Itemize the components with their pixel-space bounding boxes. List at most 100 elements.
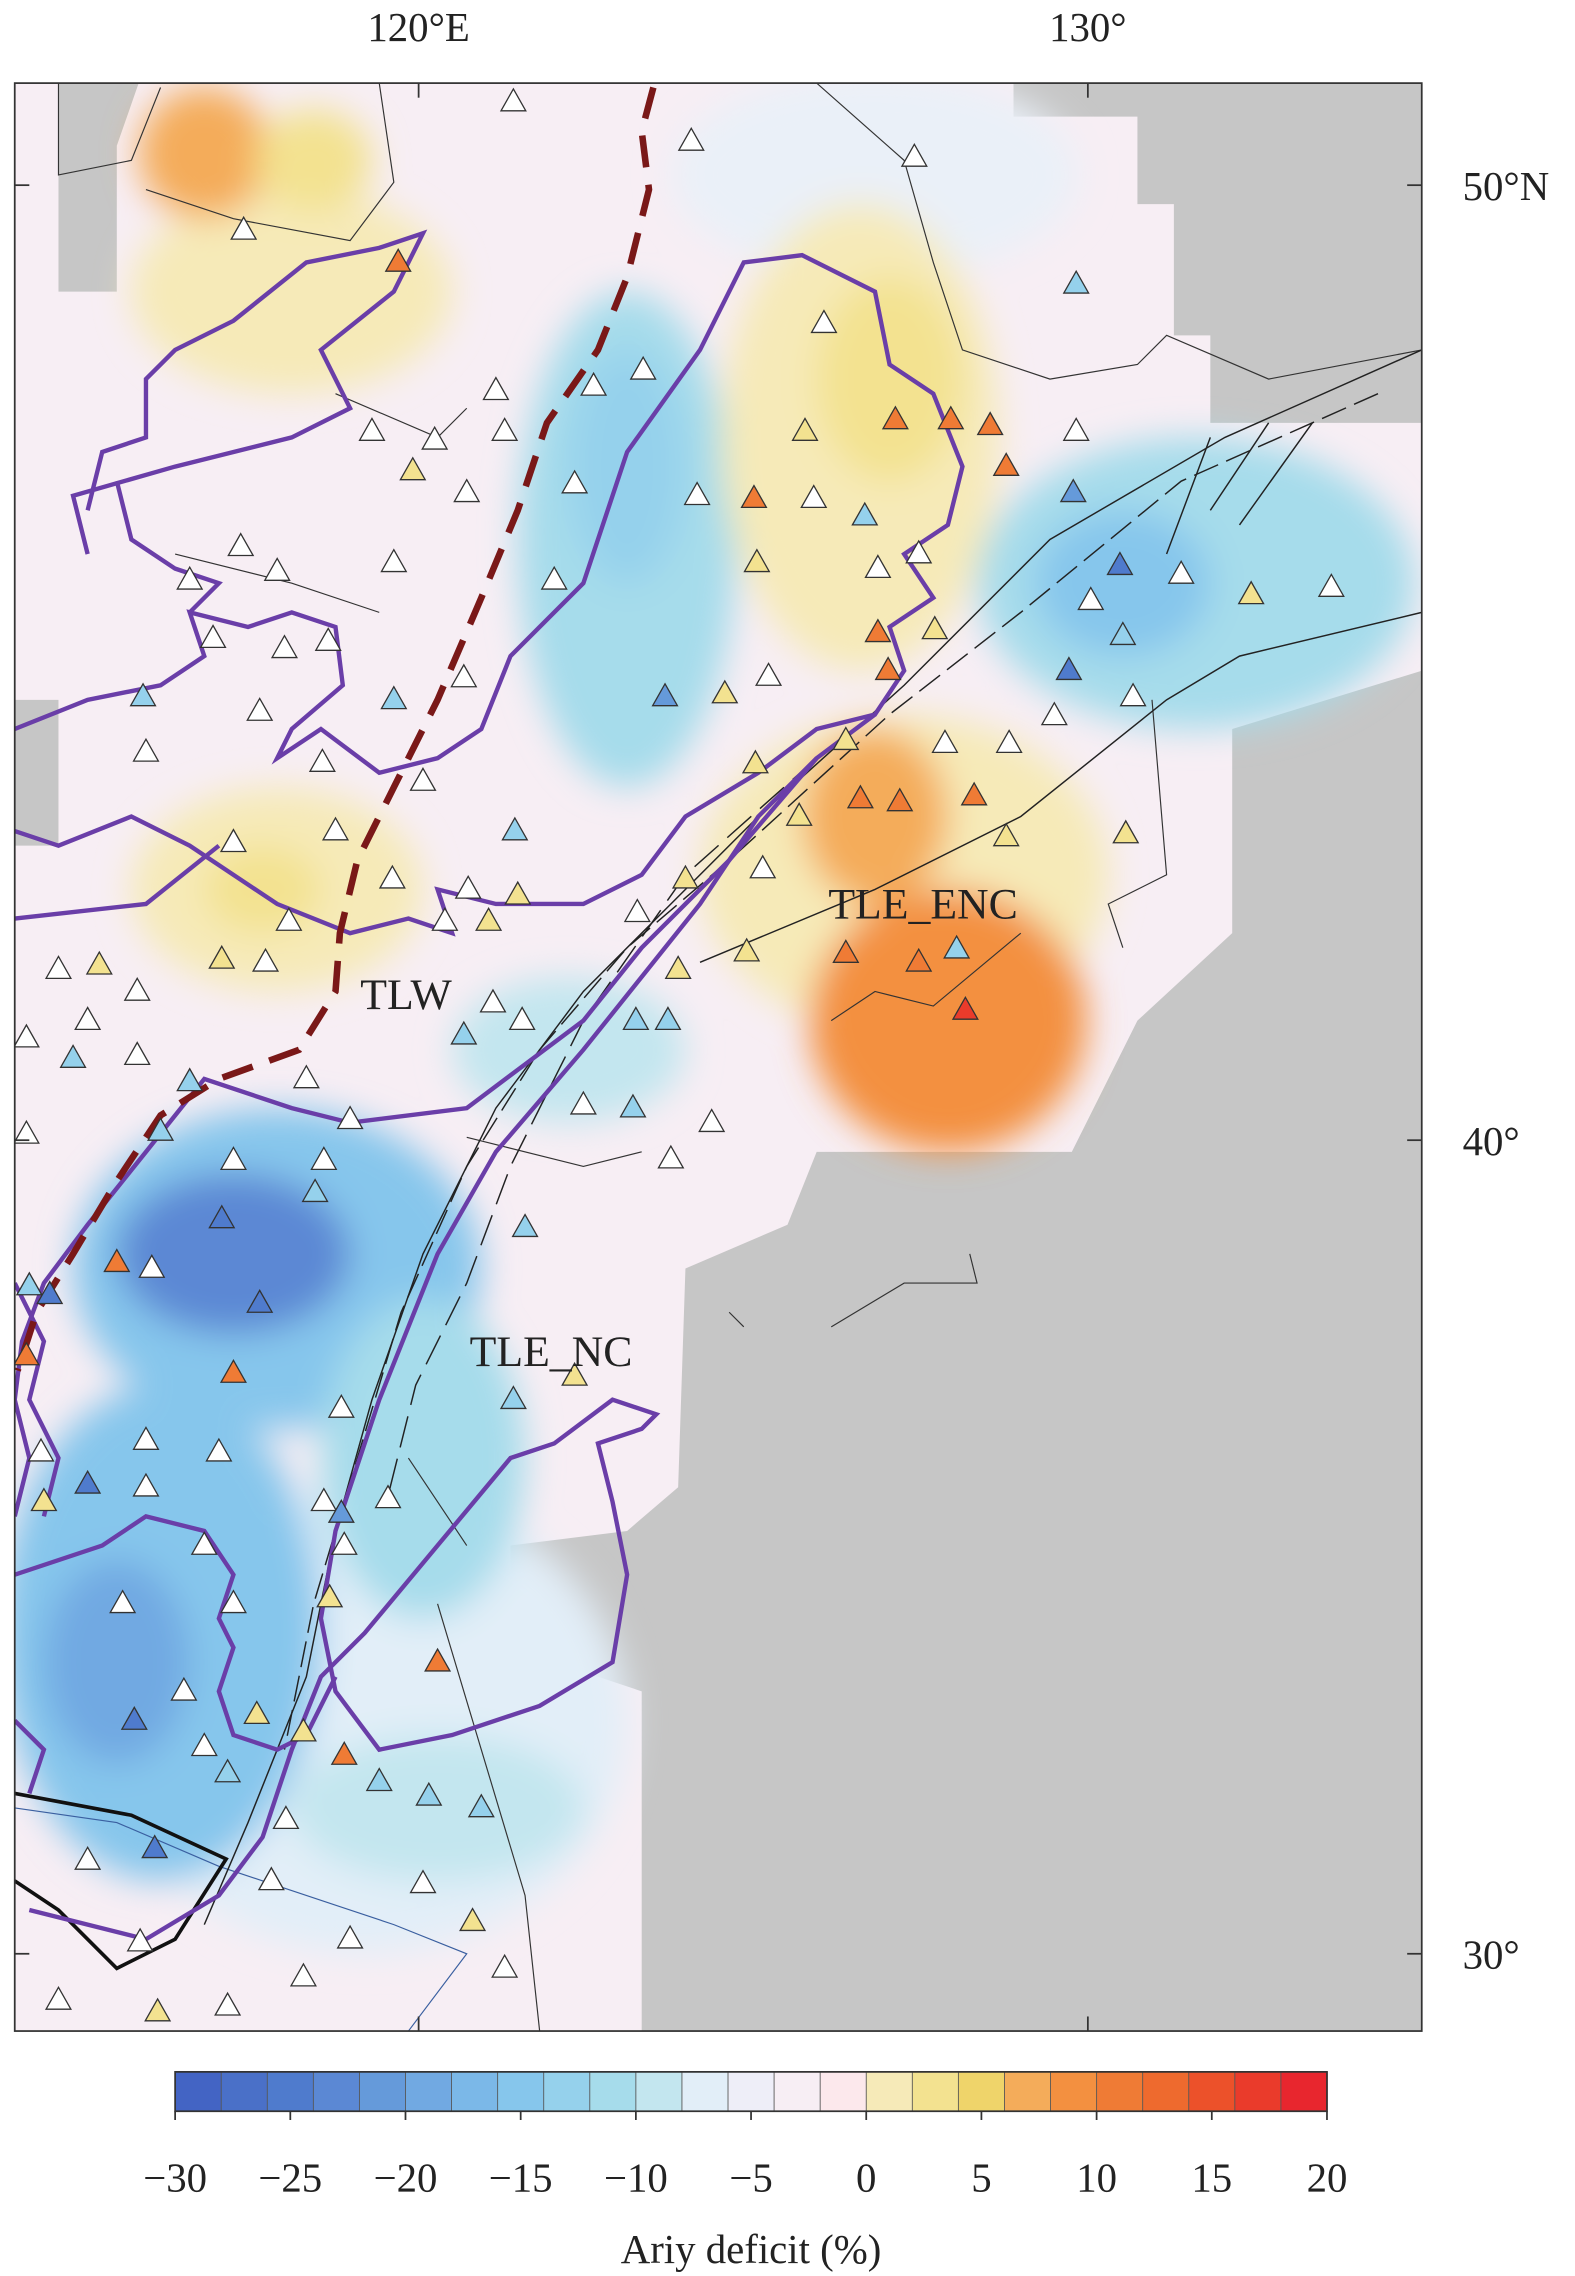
colorbar-swatch (1234, 2071, 1282, 2112)
station (479, 988, 507, 1013)
colorbar-tick-label: −10 (604, 2155, 668, 2200)
station (905, 539, 933, 564)
station (698, 1108, 726, 1133)
station (580, 371, 608, 396)
station (314, 627, 342, 651)
station (832, 726, 860, 751)
station (327, 1498, 355, 1523)
station (336, 1924, 364, 1949)
station (409, 1869, 437, 1894)
colorbar-swatch (497, 2071, 545, 2112)
station (1109, 621, 1137, 646)
station (905, 947, 933, 972)
station (431, 907, 459, 931)
colorbar-swatch (1050, 2071, 1098, 2112)
station (1059, 478, 1087, 503)
station (44, 1985, 72, 2010)
station (330, 1531, 358, 1555)
station (30, 1487, 58, 1512)
station (176, 1067, 204, 1092)
station (741, 749, 769, 774)
colorbar-swatch (1142, 2071, 1190, 2112)
station (943, 934, 971, 959)
colorbar-swatch (405, 2071, 453, 2112)
station (144, 1997, 172, 2022)
station (327, 1394, 355, 1418)
lat-label: 50°N (1463, 164, 1550, 209)
station (208, 944, 236, 969)
station (85, 950, 113, 975)
colorbar-swatch (175, 2071, 222, 2112)
station (14, 1023, 40, 1048)
station (450, 663, 478, 688)
station (289, 1717, 317, 1742)
station (132, 737, 160, 762)
stations (14, 87, 1345, 2022)
station (132, 1426, 160, 1450)
station (208, 1204, 236, 1229)
station (864, 618, 892, 643)
station (190, 1531, 218, 1555)
station (358, 417, 386, 441)
station (141, 1834, 169, 1859)
station (214, 1991, 242, 2016)
station (976, 411, 1004, 436)
station (561, 1361, 589, 1386)
colorbar-label: Ariy deficit (%) (621, 2227, 882, 2272)
station (785, 802, 813, 826)
station (995, 729, 1023, 754)
station (27, 1437, 55, 1462)
lat-label: 30° (1463, 1932, 1520, 1977)
colorbar-swatch (1096, 2071, 1144, 2112)
station (126, 1927, 154, 1952)
station (454, 874, 482, 899)
station (654, 1006, 682, 1031)
station (230, 215, 258, 240)
station (1237, 580, 1265, 605)
station (14, 1341, 40, 1366)
station (1077, 586, 1105, 611)
station (74, 1006, 102, 1031)
lat-label: 40° (1463, 1119, 1520, 1164)
colorbar-swatch (359, 2071, 407, 2112)
colorbar-swatch (1280, 2071, 1328, 2112)
station (205, 1437, 233, 1462)
station (330, 1741, 358, 1765)
colorbar-swatch (820, 2071, 867, 2112)
station (482, 376, 510, 401)
station (219, 1146, 247, 1171)
colorbar-tick-label: −25 (258, 2155, 322, 2200)
station (569, 1090, 597, 1115)
colorbar-swatch (958, 2071, 1006, 2112)
station (491, 1953, 519, 1978)
station (123, 1041, 151, 1066)
station (147, 1116, 175, 1141)
station (378, 864, 406, 889)
colorbar-tick-label: 20 (1307, 2155, 1348, 2200)
station (380, 685, 408, 710)
station (623, 898, 651, 923)
station (132, 1472, 160, 1497)
station (292, 1064, 320, 1089)
station (951, 995, 979, 1020)
colorbar-swatch (681, 2071, 729, 2112)
station (921, 615, 949, 640)
station (960, 781, 988, 806)
station (1317, 573, 1345, 597)
station (14, 1119, 40, 1144)
colorbar-tick-label: −5 (729, 2155, 772, 2200)
station (243, 1700, 271, 1725)
station (1062, 269, 1090, 294)
station (272, 1805, 300, 1830)
station (499, 87, 527, 112)
region-label: TLW (360, 971, 452, 1019)
station (199, 624, 227, 649)
station (310, 1146, 338, 1171)
station (501, 816, 529, 841)
station (15, 1271, 43, 1296)
station (851, 501, 879, 526)
colorbar-swatch (728, 2071, 775, 2112)
station (671, 864, 699, 889)
station (711, 679, 739, 704)
